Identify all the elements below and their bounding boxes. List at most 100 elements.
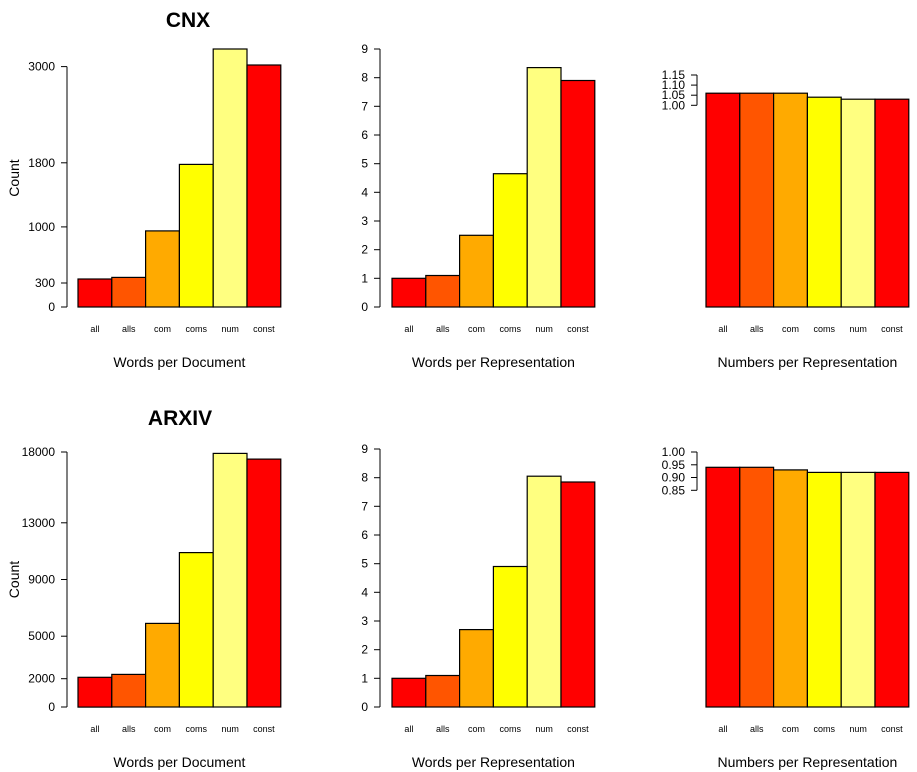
bar-num: [212, 452, 248, 708]
x-tick-label: num: [221, 324, 239, 334]
x-tick-label: coms: [500, 324, 522, 334]
bar-const: [560, 481, 596, 708]
x-tick-label: num: [535, 724, 553, 734]
x-tick-label: alls: [122, 324, 136, 334]
x-tick-label: all: [718, 724, 727, 734]
x-axis-label: Numbers per Representation: [718, 354, 898, 370]
y-tick-label: 4: [361, 185, 368, 199]
y-tick-label: 18000: [22, 445, 56, 459]
bar-alls: [111, 673, 147, 708]
bar-com: [459, 234, 495, 308]
bar-const: [874, 471, 910, 708]
y-tick-label: 1.05: [662, 88, 686, 102]
x-axis-label: Words per Document: [113, 754, 245, 770]
x-tick-label: com: [154, 724, 171, 734]
y-tick-label: 0.90: [662, 471, 686, 485]
y-tick-label: 3: [361, 214, 368, 228]
x-tick-label: alls: [436, 324, 450, 334]
x-tick-label: all: [718, 324, 727, 334]
x-tick-label: num: [849, 724, 867, 734]
x-tick-label: const: [253, 724, 275, 734]
x-tick-label: num: [849, 324, 867, 334]
y-tick-label: 0.85: [662, 483, 686, 497]
y-tick-label: 1.15: [662, 68, 686, 82]
y-tick-label: 3000: [28, 60, 55, 74]
x-axis-label: Words per Representation: [412, 354, 575, 370]
y-axis-label: Count: [6, 159, 22, 196]
bar-coms: [178, 551, 214, 708]
x-tick-label: const: [881, 324, 903, 334]
x-tick-label: coms: [814, 724, 836, 734]
y-tick-label: 8: [361, 71, 368, 85]
y-tick-label: 9: [361, 442, 368, 456]
bar-num: [840, 98, 876, 308]
bar-panel-3: all alls com coms num const 1.001.051.101.15 Nu…: [662, 68, 910, 370]
x-tick-label: com: [782, 324, 799, 334]
row-title: CNX: [166, 9, 210, 32]
bar-alls: [425, 274, 461, 308]
x-tick-label: num: [221, 724, 239, 734]
y-tick-label: 7: [361, 99, 368, 113]
bar-num: [212, 48, 248, 308]
y-tick-label: 0: [48, 700, 55, 714]
x-tick-label: num: [535, 324, 553, 334]
y-tick-label: 0: [48, 300, 55, 314]
bar-panel-2: all alls com coms num const 0 1 2 3 4 5 6 7 8 9 Words pe…: [361, 42, 596, 370]
bar-all: [705, 92, 741, 308]
y-tick-label: 2000: [28, 672, 55, 686]
y-tick-label: 1800: [28, 156, 55, 170]
x-tick-label: alls: [122, 724, 136, 734]
row-title: ARXIV: [148, 407, 212, 430]
x-axis-label: Numbers per Representation: [718, 754, 898, 770]
x-tick-label: com: [782, 724, 799, 734]
x-tick-label: all: [404, 324, 413, 334]
y-tick-label: 2: [361, 643, 368, 657]
bar-com: [772, 469, 808, 708]
y-tick-label: 300: [35, 276, 55, 290]
x-tick-label: alls: [750, 724, 764, 734]
x-tick-label: const: [881, 724, 903, 734]
y-tick-label: 5000: [28, 629, 55, 643]
bar-const: [246, 458, 282, 708]
y-tick-label: 6: [361, 528, 368, 542]
bar-coms: [178, 163, 214, 308]
y-axis-label: Count: [6, 561, 22, 598]
bar-num: [526, 475, 562, 708]
y-tick-label: 6: [361, 128, 368, 142]
x-tick-label: coms: [186, 724, 208, 734]
bar-alls: [111, 276, 147, 308]
y-tick-label: 7: [361, 499, 368, 513]
x-tick-label: com: [468, 324, 485, 334]
x-tick-label: com: [154, 324, 171, 334]
y-tick-label: 1.00: [662, 98, 686, 112]
x-tick-label: all: [90, 324, 99, 334]
bar-num: [526, 66, 562, 308]
x-tick-label: coms: [186, 324, 208, 334]
bar-com: [772, 92, 808, 308]
bar-num: [840, 471, 876, 708]
y-tick-label: 4: [361, 585, 368, 599]
bar-all: [77, 278, 113, 308]
bar-com: [145, 230, 181, 308]
bar-panel-5: all alls com coms num const 0 1 2 3 4 5 6 7 8 9 Words pe…: [361, 442, 596, 770]
x-axis-label: Words per Representation: [412, 754, 575, 770]
x-tick-label: const: [567, 324, 589, 334]
x-tick-label: coms: [814, 324, 836, 334]
bar-alls: [739, 466, 775, 708]
y-tick-label: 1.10: [662, 78, 686, 92]
bar-coms: [492, 173, 528, 308]
y-tick-label: 1000: [28, 220, 55, 234]
x-tick-label: coms: [500, 724, 522, 734]
x-tick-label: com: [468, 724, 485, 734]
x-tick-label: all: [404, 724, 413, 734]
bar-panel-1: all alls com coms num const 0 300 1000 1800 3000 Wo…: [6, 9, 282, 370]
y-tick-label: 1: [361, 271, 368, 285]
bar-com: [145, 622, 181, 708]
bar-com: [459, 628, 495, 708]
y-tick-label: 1: [361, 671, 368, 685]
bar-const: [246, 64, 282, 308]
y-tick-label: 8: [361, 471, 368, 485]
y-tick-label: 3: [361, 614, 368, 628]
x-axis-label: Words per Document: [113, 354, 245, 370]
